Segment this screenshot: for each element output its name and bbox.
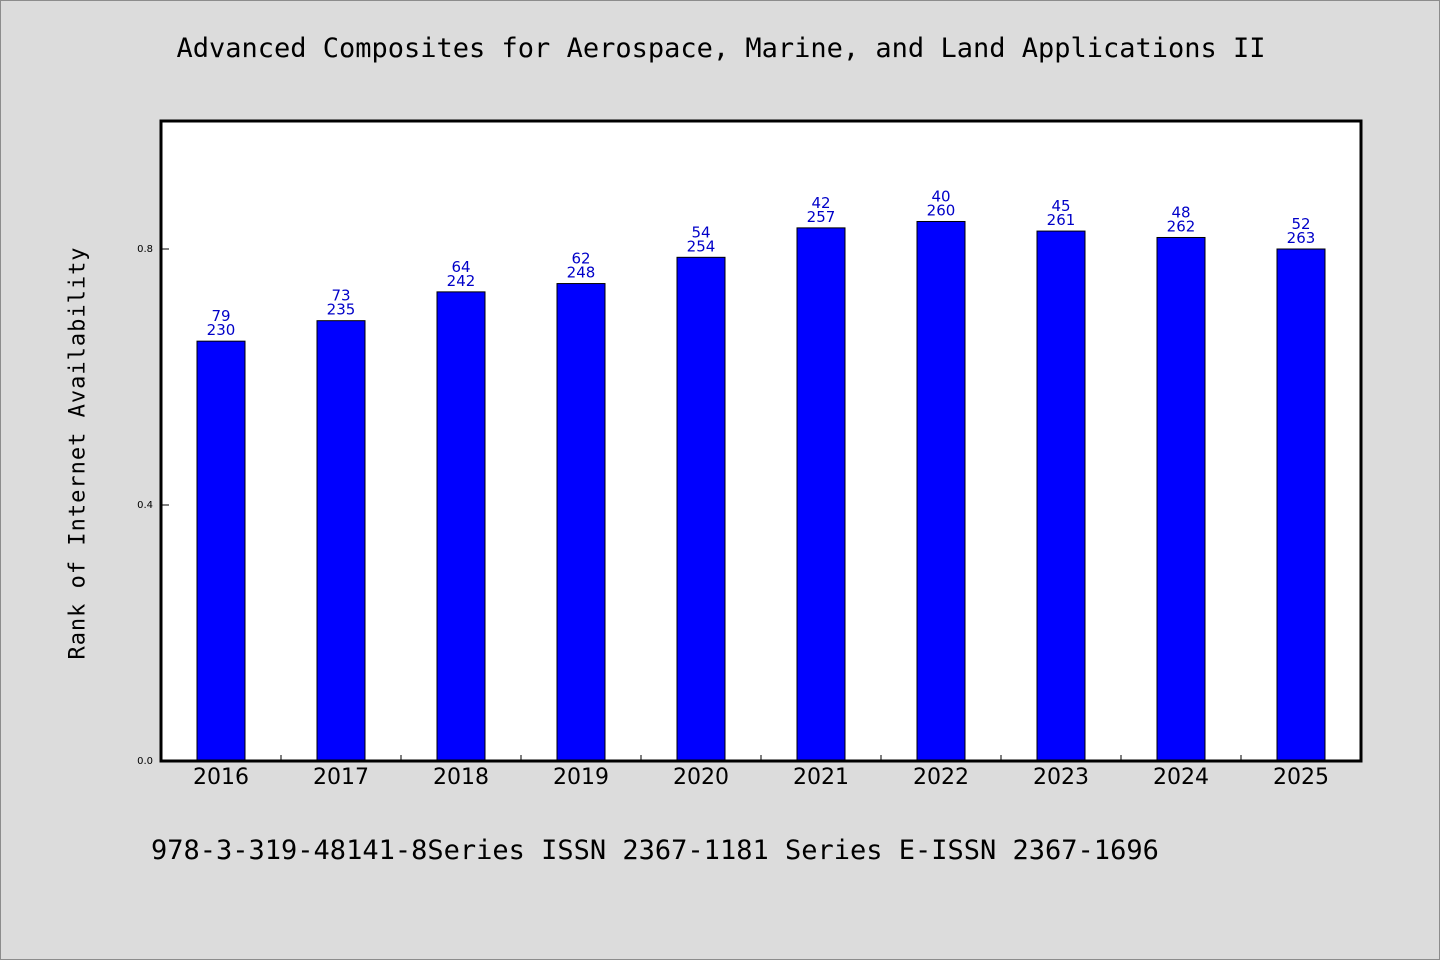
y-tick-label: 0.0 [137,756,153,767]
x-tick-label: 2023 [1033,765,1089,790]
bar-2018 [436,291,486,762]
bar-label-bottom: 254 [687,237,716,255]
bar-2019 [556,283,606,762]
x-tick-label: 2022 [913,765,969,790]
bar-label-bottom: 242 [447,272,476,290]
footer-text: 978-3-319-48141-8Series ISSN 2367-1181 S… [151,835,1159,866]
bar-label-top: 48 [1171,203,1190,221]
bar-label-top: 52 [1291,215,1310,233]
bar-label-top: 54 [691,223,710,241]
bar-label-top: 42 [811,194,830,212]
bar-label-bottom: 235 [327,301,356,319]
bar-label-top: 79 [211,307,230,325]
x-tick-label: 2020 [673,765,729,790]
bar-label-bottom: 263 [1287,229,1316,247]
x-tick-label: 2024 [1153,765,1209,790]
bar-2022 [916,220,966,762]
y-tick-label: 0.8 [137,244,153,255]
bar-label-top: 64 [451,258,470,276]
x-tick-label: 2025 [1273,765,1329,790]
x-tick-label: 2016 [193,765,249,790]
bar-label-top: 45 [1051,197,1070,215]
bar-2020 [676,256,726,762]
y-tick-label: 0.4 [137,500,153,511]
x-tick-label: 2018 [433,765,489,790]
bar-label-bottom: 261 [1047,211,1076,229]
chart-title: Advanced Composites for Aerospace, Marin… [176,33,1266,64]
bar-label-bottom: 260 [927,201,956,219]
x-tick-label: 2021 [793,765,849,790]
bar-label-top: 40 [931,187,950,205]
bar-2017 [316,320,366,762]
bar-2025 [1276,248,1326,762]
bar-2023 [1036,230,1086,762]
bar-label-top: 62 [571,250,590,268]
bar-label-bottom: 262 [1167,217,1196,235]
x-tick-label: 2019 [553,765,609,790]
bar-2024 [1156,236,1206,762]
bar-label-bottom: 257 [807,208,836,226]
plot-border [159,119,1363,763]
bar-label-bottom: 230 [207,321,236,339]
bar-2016 [196,340,246,762]
bar-label-bottom: 248 [567,264,596,282]
x-tick-label: 2017 [313,765,369,790]
bar-label-top: 73 [331,287,350,305]
bar-2021 [796,227,846,762]
